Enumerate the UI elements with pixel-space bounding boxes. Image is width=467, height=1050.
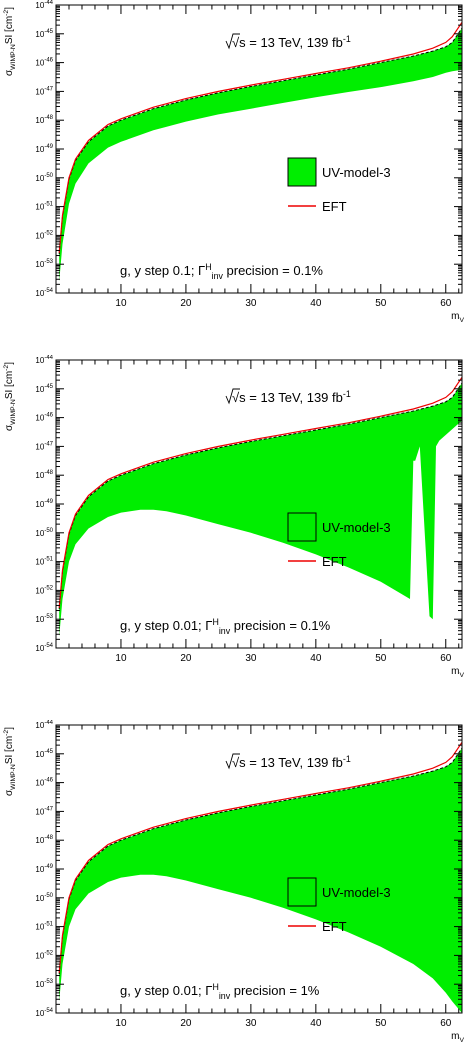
y-axis-label: σWIMP-NSI [cm-2]: [3, 727, 17, 796]
svg-text:√s = 13 TeV, 139 fb-1​: √s = 13 TeV, 139 fb-1​: [232, 754, 351, 770]
y-tick-label: 10-52: [35, 950, 53, 960]
y-tick-label: 10-51: [35, 202, 53, 212]
legend: UV-model-3 EFT: [287, 157, 391, 214]
y-tick-label: 10-52: [35, 585, 53, 595]
svg-text:√s = 13 TeV, 139 fb-1​: √s = 13 TeV, 139 fb-1​: [232, 34, 351, 50]
y-tick-label: 10-45: [35, 384, 53, 394]
legend: UV-model-3 EFT: [287, 512, 391, 569]
x-tick-label: 60: [440, 653, 452, 664]
x-tick-label: 30: [245, 1018, 257, 1029]
y-tick-label: 10-49: [35, 864, 53, 874]
x-tick-label: 20: [180, 653, 192, 664]
y-tick-label: 10-47: [35, 441, 53, 451]
x-tick-label: 30: [245, 298, 257, 309]
x-tick-label: 40: [310, 653, 322, 664]
uv-model-3-band: [59, 28, 462, 282]
y-tick-label: 10-54: [35, 1008, 53, 1018]
legend-uv-model-3-label: UV-model-3: [322, 165, 391, 180]
y-tick-label: 10-50: [35, 173, 53, 183]
legend-uv-model-3-label: UV-model-3: [322, 520, 391, 535]
y-tick-label: 10-48: [35, 835, 53, 845]
uv-model-3-band: [59, 748, 462, 1013]
energy-label: √s = 13 TeV, 139 fb-1​: [225, 753, 351, 770]
x-tick-label: 10: [115, 298, 127, 309]
x-tick-label: 40: [310, 298, 322, 309]
y-tick-label: 10-47: [35, 86, 53, 96]
settings-label: g, y step 0.01; ΓHinv precision = 1%: [120, 982, 320, 1001]
svg-text:√s = 13 TeV, 139 fb-1​: √s = 13 TeV, 139 fb-1​: [232, 389, 351, 405]
eft-line: [58, 741, 462, 973]
chart-panel-3: 10-54 10-53 10-52 10-51 10-50 10-49 10-48 10-47…: [0, 720, 467, 1050]
y-tick-label: 10-44: [35, 0, 53, 10]
chart-panel-1: 10-54 10-53 10-52 10-51 10-50 10-49 10-48 10-47…: [0, 0, 467, 330]
legend-uv-model-3-swatch: [287, 157, 317, 187]
energy-label: √s = 13 TeV, 139 fb-1​: [225, 388, 351, 405]
y-tick-label: 10-49: [35, 499, 53, 509]
x-tick-label: 10: [115, 1018, 127, 1029]
x-tick-label: 10: [115, 653, 127, 664]
x-tick-label: 50: [375, 1018, 387, 1029]
uv-model-3-upper-edge: [58, 27, 462, 255]
y-tick-label: 10-53: [35, 979, 53, 989]
x-tick-label: 60: [440, 298, 452, 309]
x-axis-label: mV​: [451, 666, 464, 679]
y-tick-label: 10-52: [35, 230, 53, 240]
chart-svg: 10-54 10-53 10-52 10-51 10-50 10-49 10-48 10-47…: [3, 720, 464, 1044]
x-tick-label: 60: [440, 1018, 452, 1029]
x-tick-label: 40: [310, 1018, 322, 1029]
y-tick-label: 10-54: [35, 288, 53, 298]
x-axis-label: mV​: [451, 1031, 464, 1044]
y-tick-label: 10-50: [35, 528, 53, 538]
y-axis-label: σWIMP-NSI [cm-2]: [3, 362, 17, 431]
y-tick-label: 10-44: [35, 355, 53, 365]
y-tick-label: 10-45: [35, 29, 53, 39]
chart-svg: 10-54 10-53 10-52 10-51 10-50 10-49 10-48 10-47…: [3, 0, 464, 324]
y-tick-label: 10-48: [35, 470, 53, 480]
y-tick-label: 10-50: [35, 893, 53, 903]
legend-uv-model-3-swatch: [287, 877, 317, 907]
x-tick-label: 20: [180, 298, 192, 309]
x-tick-label: 50: [375, 298, 387, 309]
legend-uv-model-3-label: UV-model-3: [322, 885, 391, 900]
legend: UV-model-3 EFT: [287, 877, 391, 934]
y-tick-label: 10-48: [35, 115, 53, 125]
settings-label: g, y step 0.1; ΓHinv precision = 0.1%: [120, 262, 323, 281]
settings-label: g, y step 0.01; ΓHinv precision = 0.1%: [120, 617, 331, 636]
chart-svg: 10-54 10-53 10-52 10-51 10-50 10-49 10-48 10-47…: [3, 355, 464, 679]
y-tick-label: 10-46: [35, 778, 53, 788]
chart-panel-2: 10-54 10-53 10-52 10-51 10-50 10-49 10-48 10-47…: [0, 355, 467, 685]
y-axis-label: σWIMP-NSI [cm-2]: [3, 7, 17, 76]
y-tick-label: 10-47: [35, 806, 53, 816]
eft-line: [58, 376, 462, 608]
y-tick-label: 10-51: [35, 922, 53, 932]
legend-eft-label: EFT: [322, 199, 347, 214]
y-tick-label: 10-44: [35, 720, 53, 730]
y-tick-label: 10-54: [35, 643, 53, 653]
uv-model-3-upper-edge: [58, 747, 462, 975]
y-tick-label: 10-46: [35, 413, 53, 423]
y-tick-label: 10-53: [35, 259, 53, 269]
eft-line: [58, 21, 462, 253]
legend-uv-model-3-swatch: [287, 512, 317, 542]
x-axis-label: mV​: [451, 311, 464, 324]
y-tick-label: 10-53: [35, 614, 53, 624]
uv-model-3-upper-edge: [58, 382, 462, 610]
y-tick-label: 10-46: [35, 58, 53, 68]
uv-model-3-band: [59, 383, 462, 637]
y-tick-label: 10-45: [35, 749, 53, 759]
y-tick-label: 10-49: [35, 144, 53, 154]
legend-eft-label: EFT: [322, 554, 347, 569]
energy-label: √s = 13 TeV, 139 fb-1​: [225, 33, 351, 50]
legend-eft-label: EFT: [322, 919, 347, 934]
x-tick-label: 50: [375, 653, 387, 664]
y-tick-label: 10-51: [35, 557, 53, 567]
x-tick-label: 20: [180, 1018, 192, 1029]
x-tick-label: 30: [245, 653, 257, 664]
